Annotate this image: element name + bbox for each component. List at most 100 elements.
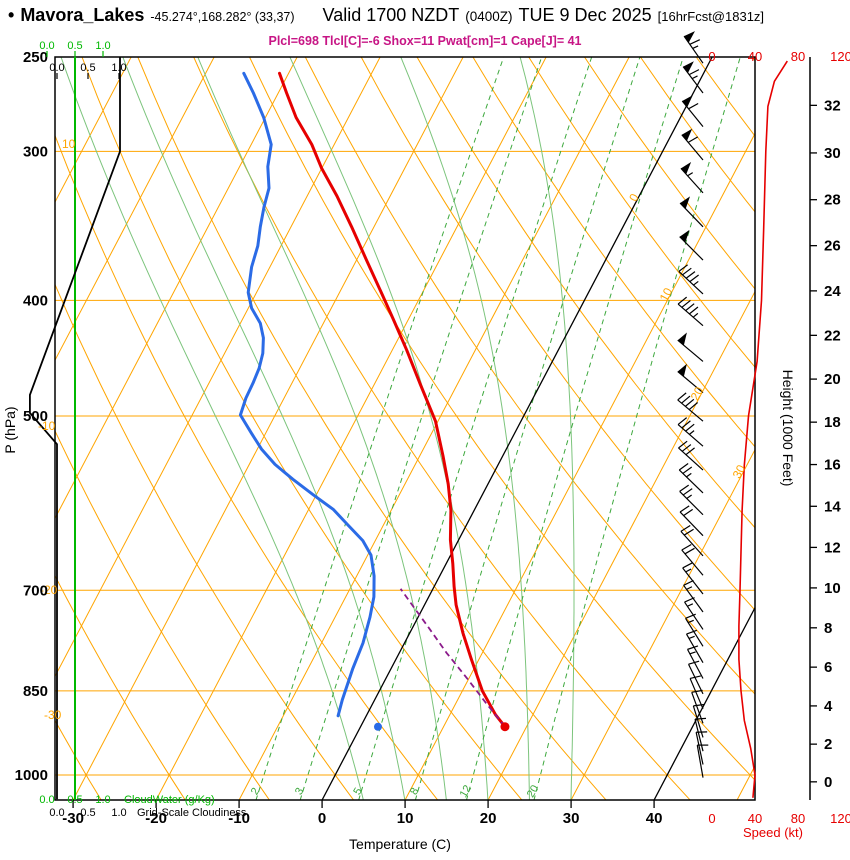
cloudiness-axis-title: Grid-Scale Cloudiness [137,807,247,819]
svg-text:1.0: 1.0 [95,794,110,806]
svg-text:1000: 1000 [15,767,48,784]
svg-text:10: 10 [824,580,841,597]
wind-barb [683,579,704,613]
wind-barb [678,440,704,471]
wind-barb [680,525,704,557]
svg-text:28: 28 [824,192,841,209]
svg-text:-30: -30 [62,810,84,827]
axis-tick-labels: 2 3 5 8 12 20010203010-10-20-3025030040050070… [15,40,850,827]
svg-text:10: 10 [62,137,76,151]
wind-barb [683,31,704,64]
svg-text:30: 30 [730,462,749,481]
svg-text:-30: -30 [44,708,62,722]
parcel-path [399,588,506,728]
svg-text:80: 80 [791,49,805,64]
valid-utc: (0400Z) [465,9,513,24]
sounding-curves [238,71,510,732]
svg-text:1.0: 1.0 [111,807,126,819]
svg-text:400: 400 [23,292,48,309]
svg-text:16: 16 [824,457,841,474]
wind-barb [681,543,704,576]
svg-text:32: 32 [824,97,841,114]
wind-barb [680,162,704,194]
svg-text:6: 6 [824,659,832,676]
svg-text:-10: -10 [228,810,250,827]
wind-barb [686,645,704,679]
cloudwater-axis-title: CloudWater (g/Kg) [124,794,215,806]
svg-text:0: 0 [626,191,642,204]
dewpoint-curve [238,71,376,718]
svg-text:2: 2 [249,786,262,797]
wind-barb [681,95,704,128]
wind-barb [695,731,708,765]
wind-barb [679,229,704,261]
wind-barb [694,717,707,752]
svg-text:40: 40 [646,810,663,827]
svg-text:1.0: 1.0 [111,62,126,74]
valid-time: Valid 1700 NZDT [322,5,460,25]
temperature-axis-title: Temperature (C) [349,836,451,852]
svg-text:0.5: 0.5 [80,807,95,819]
wind-barb [679,196,704,228]
svg-text:20: 20 [824,371,841,388]
svg-text:8: 8 [824,620,832,637]
wind-barb [677,363,704,394]
svg-text:14: 14 [824,498,841,515]
svg-text:0: 0 [708,811,715,826]
wind-barb [681,128,704,161]
speed-axis-title: Speed (kt) [743,825,803,840]
svg-text:40: 40 [748,49,762,64]
svg-text:20: 20 [480,810,497,827]
svg-text:120: 120 [830,49,850,64]
svg-text:2: 2 [824,736,832,753]
svg-text:30: 30 [563,810,580,827]
station-coords: -45.274°,168.282° (33,37) [150,10,295,24]
wind-barbs-column [677,31,788,798]
cloud-profiles [29,57,121,800]
svg-text:22: 22 [824,327,841,344]
svg-text:12: 12 [458,783,475,800]
wind-barb [677,417,704,447]
svg-text:700: 700 [23,582,48,599]
wind-barb [685,629,704,663]
pressure-axis-title: P (hPa) [2,406,18,453]
svg-text:0.5: 0.5 [80,62,95,74]
svg-text:1.0: 1.0 [95,40,110,52]
svg-text:20: 20 [688,384,707,403]
cloudiness-profile-line [29,57,121,800]
station-bullet: • [8,5,15,25]
stability-indices: Plcl=698 Tlcl[C]=-6 Shox=11 Pwat[cm]=1 C… [268,34,582,48]
svg-text:0: 0 [318,810,326,827]
wind-barb [678,264,704,295]
svg-text:24: 24 [824,283,841,300]
svg-text:-20: -20 [40,583,58,597]
skewt-grid [55,57,755,800]
wind-barb [684,597,704,630]
wind-barb [677,332,704,362]
svg-text:3: 3 [293,786,306,797]
wind-barb [677,296,704,327]
wind-barb [696,744,709,778]
svg-text:250: 250 [23,49,48,66]
svg-text:0.5: 0.5 [67,40,82,52]
station-name: Mavora_Lakes [20,5,145,25]
svg-text:12: 12 [824,539,841,556]
svg-text:40: 40 [748,811,762,826]
svg-text:0.0: 0.0 [39,40,54,52]
forecast-info: [16hrFcst@1831z] [657,9,765,24]
svg-text:0.5: 0.5 [67,794,82,806]
svg-text:0.0: 0.0 [39,794,54,806]
svg-text:30: 30 [824,145,841,162]
svg-text:26: 26 [824,238,841,255]
wind-barb [682,61,704,94]
wind-barb [679,505,704,537]
svg-text:5: 5 [351,786,364,797]
height-axis-title: Height (1000 Feet) [780,370,796,487]
speed-profile-line [738,60,788,798]
highlight-isotherms [321,57,755,800]
temperature-curve [278,71,507,729]
surface-dewpoint-dot [373,722,382,731]
svg-text:18: 18 [824,414,841,431]
header: • Mavora_Lakes -45.274°,168.282° (33,37)… [8,5,764,26]
